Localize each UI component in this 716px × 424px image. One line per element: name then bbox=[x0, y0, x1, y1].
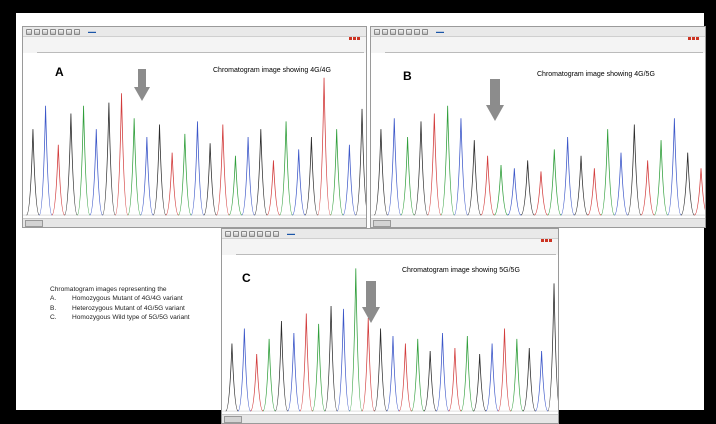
caption-item-num: C. bbox=[50, 313, 57, 321]
chromatogram-window-b: ▬▬ B Chromatogram image showing 4G/5G bbox=[370, 26, 706, 228]
zoom-in-icon[interactable] bbox=[249, 230, 255, 237]
save-icon[interactable] bbox=[233, 230, 239, 237]
save-icon[interactable] bbox=[382, 28, 388, 35]
toolbar: ▬▬ bbox=[222, 229, 558, 239]
trace-channel-2 bbox=[38, 105, 357, 216]
trace-channel-1 bbox=[400, 105, 669, 216]
chromatogram-window-a: ▬▬ A Chromatogram image showing 4G/4G bbox=[22, 26, 367, 228]
view-icon[interactable] bbox=[414, 28, 420, 35]
figure-caption: Chromatogram images representing the A. H… bbox=[50, 285, 240, 322]
arrow-down-icon bbox=[486, 79, 504, 121]
app-logo: ▬▬ bbox=[88, 29, 96, 34]
view-icon[interactable] bbox=[66, 28, 72, 35]
chromatogram-window-c: ▬▬ C Chromatogram image showing 5G/5G bbox=[221, 228, 559, 424]
status-button[interactable] bbox=[224, 416, 242, 423]
status-bar bbox=[222, 414, 558, 423]
position-ruler bbox=[385, 44, 703, 53]
panel-letter: B bbox=[403, 69, 412, 83]
trace-svg bbox=[23, 77, 366, 216]
trace-channel-1 bbox=[76, 105, 344, 216]
status-bar bbox=[23, 218, 366, 227]
caption-item-num: B. bbox=[50, 304, 57, 312]
print-icon[interactable] bbox=[241, 230, 247, 237]
toolbar: ▬▬ bbox=[371, 27, 705, 37]
print-icon[interactable] bbox=[42, 28, 48, 35]
zoom-in-icon[interactable] bbox=[50, 28, 56, 35]
panel-letter: A bbox=[55, 65, 64, 79]
chromatogram-plot bbox=[222, 255, 558, 415]
view-icon[interactable] bbox=[265, 230, 271, 237]
status-bar bbox=[371, 218, 705, 227]
caption-item: A. Homozygous Mutant of 4G/4G variant bbox=[50, 294, 240, 303]
caption-item-text: Heterozygous Mutant of 4G/5G variant bbox=[72, 304, 185, 312]
panel-title: Chromatogram image showing 5G/5G bbox=[402, 267, 520, 274]
trace-channel-1 bbox=[262, 268, 524, 412]
status-button[interactable] bbox=[373, 220, 391, 227]
arrow-down-icon bbox=[362, 281, 380, 323]
trace-channel-3 bbox=[51, 77, 331, 216]
caption-item: B. Heterozygous Mutant of 4G/5G variant bbox=[50, 304, 240, 313]
open-icon[interactable] bbox=[374, 28, 380, 35]
zoom-in-icon[interactable] bbox=[398, 28, 404, 35]
arrow-down-icon bbox=[134, 69, 150, 101]
toolbar: ▬▬ bbox=[23, 27, 366, 37]
position-ruler bbox=[37, 44, 364, 53]
info-bar bbox=[371, 37, 705, 43]
print-icon[interactable] bbox=[390, 28, 396, 35]
save-icon[interactable] bbox=[34, 28, 40, 35]
trace-channel-0 bbox=[225, 283, 558, 412]
panel-title: Chromatogram image showing 4G/5G bbox=[537, 71, 655, 78]
find-icon[interactable] bbox=[422, 28, 428, 35]
info-bar bbox=[222, 239, 558, 245]
find-icon[interactable] bbox=[74, 28, 80, 35]
trace-channel-0 bbox=[26, 102, 366, 216]
figure-page: ▬▬ A Chromatogram image showing 4G/4G ▬▬ bbox=[16, 13, 706, 424]
info-bar bbox=[23, 37, 366, 43]
panel-letter: C bbox=[242, 271, 251, 285]
panel-title: Chromatogram image showing 4G/4G bbox=[213, 67, 331, 74]
trace-svg bbox=[222, 268, 558, 412]
zoom-out-icon[interactable] bbox=[58, 28, 64, 35]
status-button[interactable] bbox=[25, 220, 43, 227]
position-ruler bbox=[236, 246, 556, 255]
trace-channel-2 bbox=[387, 118, 682, 216]
chromatogram-plot bbox=[23, 53, 366, 219]
trace-channel-3 bbox=[250, 313, 512, 412]
trace-channel-3 bbox=[427, 113, 705, 216]
caption-item-text: Homozygous Mutant of 4G/4G variant bbox=[72, 295, 183, 303]
caption-item-text: Homozygous Wild type of 5G/5G variant bbox=[72, 313, 190, 321]
trace-channel-0 bbox=[373, 121, 695, 216]
caption-item: C. Homozygous Wild type of 5G/5G variant bbox=[50, 313, 240, 322]
open-icon[interactable] bbox=[225, 230, 231, 237]
flag-markers bbox=[349, 37, 360, 40]
zoom-out-icon[interactable] bbox=[257, 230, 263, 237]
chromatogram-plot bbox=[371, 53, 705, 219]
app-logo: ▬▬ bbox=[287, 231, 295, 236]
trace-svg bbox=[371, 105, 705, 216]
trace-channel-2 bbox=[237, 308, 549, 412]
flag-markers bbox=[688, 37, 699, 40]
find-icon[interactable] bbox=[273, 230, 279, 237]
caption-item-num: A. bbox=[50, 295, 57, 303]
app-logo: ▬▬ bbox=[436, 29, 444, 34]
caption-intro: Chromatogram images representing the bbox=[50, 286, 167, 293]
zoom-out-icon[interactable] bbox=[406, 28, 412, 35]
open-icon[interactable] bbox=[26, 28, 32, 35]
flag-markers bbox=[541, 239, 552, 242]
